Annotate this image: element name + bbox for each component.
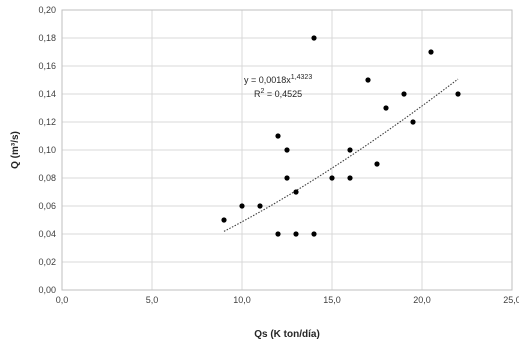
x-tick-label: 10,0: [233, 295, 251, 305]
data-point: [455, 91, 461, 97]
data-point: [239, 203, 245, 209]
data-point: [383, 105, 389, 111]
x-axis-tick-labels: 0,0 5,0 10,0 15,0 20,0 25,0: [56, 295, 519, 305]
equation-text: y = 0,0018x: [244, 75, 291, 85]
data-point: [257, 203, 263, 209]
y-tick-label: 0,18: [38, 33, 56, 43]
y-axis-tick-labels: 0,00 0,02 0,04 0,06 0,08 0,10 0,12 0,14 0,16 0,18…: [38, 5, 56, 295]
data-point: [374, 161, 380, 167]
data-point: [293, 189, 299, 195]
y-tick-label: 0,08: [38, 173, 56, 183]
trendline: [223, 78, 459, 232]
x-tick-label: 20,0: [413, 295, 431, 305]
data-point: [410, 119, 416, 125]
data-point: [284, 175, 290, 181]
r-squared-value: = 0,4525: [264, 89, 302, 99]
data-point: [329, 175, 335, 181]
y-tick-label: 0,12: [38, 117, 56, 127]
plot-area-frame: [61, 9, 513, 291]
trendline-group: [223, 78, 459, 232]
data-point: [311, 35, 317, 41]
y-axis-title: Q (m³/s): [10, 131, 21, 169]
r-squared-label: R2 = 0,4525: [254, 88, 302, 99]
data-point: [347, 175, 353, 181]
data-point: [401, 91, 407, 97]
trendline-equation: y = 0,0018x1,4323: [244, 74, 312, 85]
y-tick-label: 0,02: [38, 257, 56, 267]
data-point: [347, 147, 353, 153]
equation-exponent: 1,4323: [291, 74, 313, 81]
y-tick-label: 0,00: [38, 285, 56, 295]
y-tick-label: 0,14: [38, 89, 56, 99]
y-tick-label: 0,04: [38, 229, 56, 239]
data-point: [221, 217, 227, 223]
x-tick-label: 25,0: [503, 295, 519, 305]
r-squared-superscript: 2: [261, 88, 265, 95]
data-point: [284, 147, 290, 153]
data-point: [311, 231, 317, 237]
y-tick-label: 0,06: [38, 201, 56, 211]
data-points: [221, 35, 461, 237]
x-tick-label: 5,0: [146, 295, 159, 305]
x-axis-title: Qs (K ton/día): [254, 329, 320, 340]
r-squared-prefix: R: [254, 89, 261, 99]
data-point: [275, 133, 281, 139]
x-tick-label: 0,0: [56, 295, 69, 305]
data-point: [365, 77, 371, 83]
data-point: [293, 231, 299, 237]
data-point: [275, 231, 281, 237]
y-tick-label: 0,20: [38, 5, 56, 15]
y-tick-label: 0,16: [38, 61, 56, 71]
x-tick-label: 15,0: [323, 295, 341, 305]
data-point: [428, 49, 434, 55]
y-tick-label: 0,10: [38, 145, 56, 155]
